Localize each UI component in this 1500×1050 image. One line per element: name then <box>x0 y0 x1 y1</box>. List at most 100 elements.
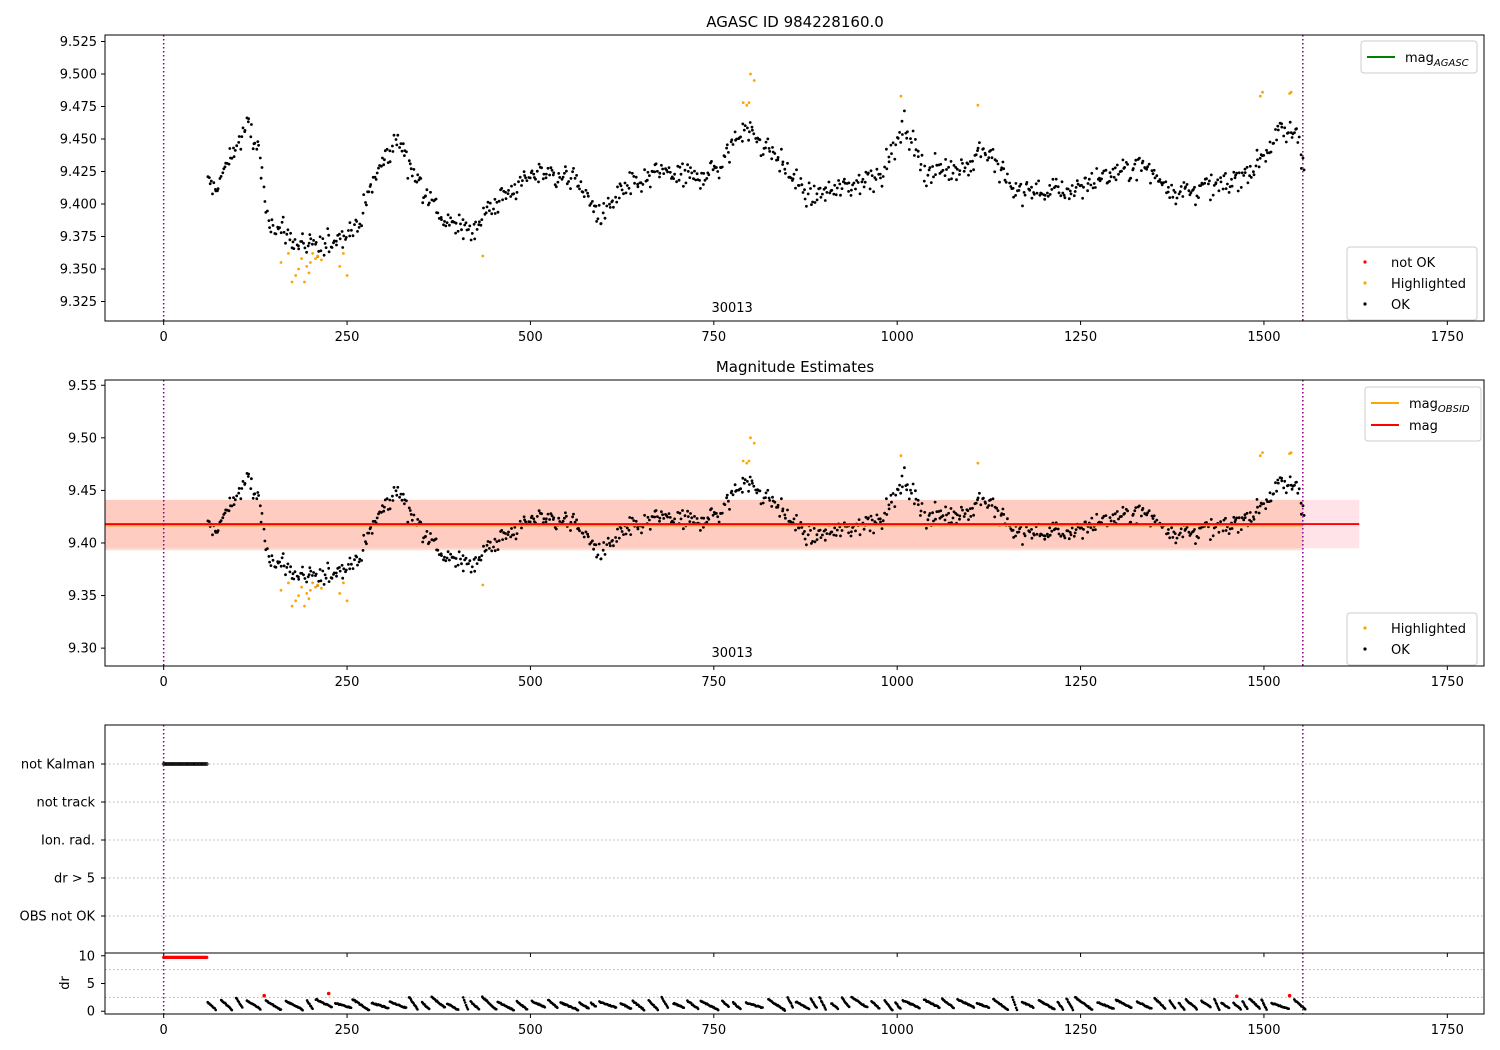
panel2-highlighted-point <box>309 588 312 592</box>
panel1-ok-point <box>394 138 398 141</box>
dr-point <box>1303 1008 1307 1011</box>
panel2-ok-point <box>582 535 586 539</box>
panel1-axes: 0 250 500 750 1000 1250 1500 17509.3259.3509.37… <box>60 34 1485 345</box>
panel1-ok-point <box>913 154 916 157</box>
panel2-ok-point <box>1014 534 1017 538</box>
panel2-ok-point <box>449 552 452 556</box>
panel2-ok-point <box>795 513 798 517</box>
dr-point <box>1163 1007 1167 1010</box>
dr-point <box>576 1008 580 1012</box>
panel2-ok-point <box>468 559 472 563</box>
panel2-ok-point <box>1084 520 1087 524</box>
panel2-ok-point <box>1227 532 1231 535</box>
panel1-ok-point <box>321 237 325 241</box>
panel1-ok-point <box>639 181 643 185</box>
panel1-ok-point <box>417 178 421 182</box>
panel2-ok-point <box>974 501 978 505</box>
panel1-ok-point <box>291 240 295 244</box>
panel1-ok-point <box>1141 159 1145 163</box>
panel1-ok-point <box>885 147 888 151</box>
panel2-ok-point <box>961 508 964 512</box>
panel2-ok-point <box>1111 513 1115 517</box>
panel1-ok-point <box>383 158 386 162</box>
panel1-ok-point <box>1295 127 1298 131</box>
panel1-ok-point <box>608 202 611 206</box>
panel2-ok-point <box>885 497 888 501</box>
panel2-ok-point <box>627 528 631 532</box>
panel2-ok-point <box>474 556 477 559</box>
dr-point <box>1246 1007 1249 1010</box>
panel2-ok-point <box>1023 534 1027 538</box>
dr-point <box>1239 1008 1242 1011</box>
panel1-ok-point <box>889 143 893 147</box>
panel1-ok-point <box>400 149 404 153</box>
panel1-ok-point <box>318 235 322 239</box>
panel1-ok-point <box>247 117 251 121</box>
panel1-ok-point <box>944 158 947 161</box>
panel1-ok-point <box>923 164 927 168</box>
panel1-highlighted-point <box>1258 94 1262 98</box>
panel2-ok-point <box>317 579 321 583</box>
panel1-ok-point <box>791 177 795 181</box>
panel2-ok-point <box>887 507 891 511</box>
panel2-ok-point <box>469 570 473 574</box>
panel2-ok-point <box>602 541 606 544</box>
panel1-ok-point <box>625 184 629 187</box>
panel2-ok-point <box>305 580 308 584</box>
panel2-ok-point <box>279 564 283 568</box>
panel1-ok-point <box>338 237 342 241</box>
panel2-highlighted-point <box>300 585 303 589</box>
panel2-ok-point <box>362 533 366 537</box>
panel1-ok-point <box>795 168 798 172</box>
panel1-highlighted-point <box>1261 90 1264 94</box>
panel1-ok-point <box>960 158 963 162</box>
panel1-ok-point <box>381 156 384 160</box>
panel2-ok-point <box>285 566 289 569</box>
panel2-highlighted-point <box>303 604 306 608</box>
panel1-ok-point <box>811 200 814 204</box>
dr-point <box>1218 1008 1221 1012</box>
panel1-ok-point <box>932 175 935 179</box>
panel2-ok-point <box>854 529 857 533</box>
panel1-ok-point <box>1199 184 1202 188</box>
panel1-ok-point <box>786 161 789 165</box>
panel2-ok-point <box>408 509 412 512</box>
panel1-ok-point <box>810 203 813 207</box>
panel1-ok-point <box>833 183 837 187</box>
panel2-ok-point <box>518 519 522 523</box>
panel2-ok-point <box>890 500 893 504</box>
dr-point <box>727 1005 730 1008</box>
panel2-ok-point <box>350 562 353 566</box>
panel2-ok-point <box>501 538 504 541</box>
panel2-ok-point <box>338 566 341 569</box>
panel1-xtick-label: 1750 <box>1431 330 1464 345</box>
panel1-ok-point <box>1104 168 1108 172</box>
panel1-ok-point <box>493 212 497 215</box>
panel1-ok-point <box>958 169 962 173</box>
panel1-ok-point <box>1187 189 1191 193</box>
panel1-ok-point <box>690 171 694 175</box>
panel1-ok-point <box>629 192 633 196</box>
panel1-ok-point <box>484 211 488 215</box>
panel1-ok-point <box>374 178 378 181</box>
panel1-ok-point <box>925 184 928 188</box>
panel1-ok-point <box>1149 181 1152 185</box>
panel1-ok-point <box>212 181 216 185</box>
panel1-points <box>206 72 1306 284</box>
panel2-ok-point <box>682 527 685 531</box>
panel2-ok-point <box>446 550 450 554</box>
panel1-ok-point <box>406 176 410 180</box>
panel1-highlighted-point <box>899 94 903 98</box>
panel2-ok-point <box>923 510 927 514</box>
panel1-ytick-label: 9.325 <box>60 295 97 310</box>
panel2-ok-point <box>507 530 510 534</box>
panel1-ok-point <box>424 194 427 198</box>
panel1-ok-point <box>1112 175 1116 179</box>
panel2-highlighted-point <box>1289 451 1293 454</box>
panel2-ok-point <box>1056 527 1060 531</box>
panel1-ok-point <box>1284 140 1288 144</box>
panel1-ok-point <box>617 196 621 200</box>
panel2-ok-point <box>870 518 874 522</box>
panel2-ok-point <box>572 512 575 516</box>
dr-point <box>952 1006 955 1010</box>
